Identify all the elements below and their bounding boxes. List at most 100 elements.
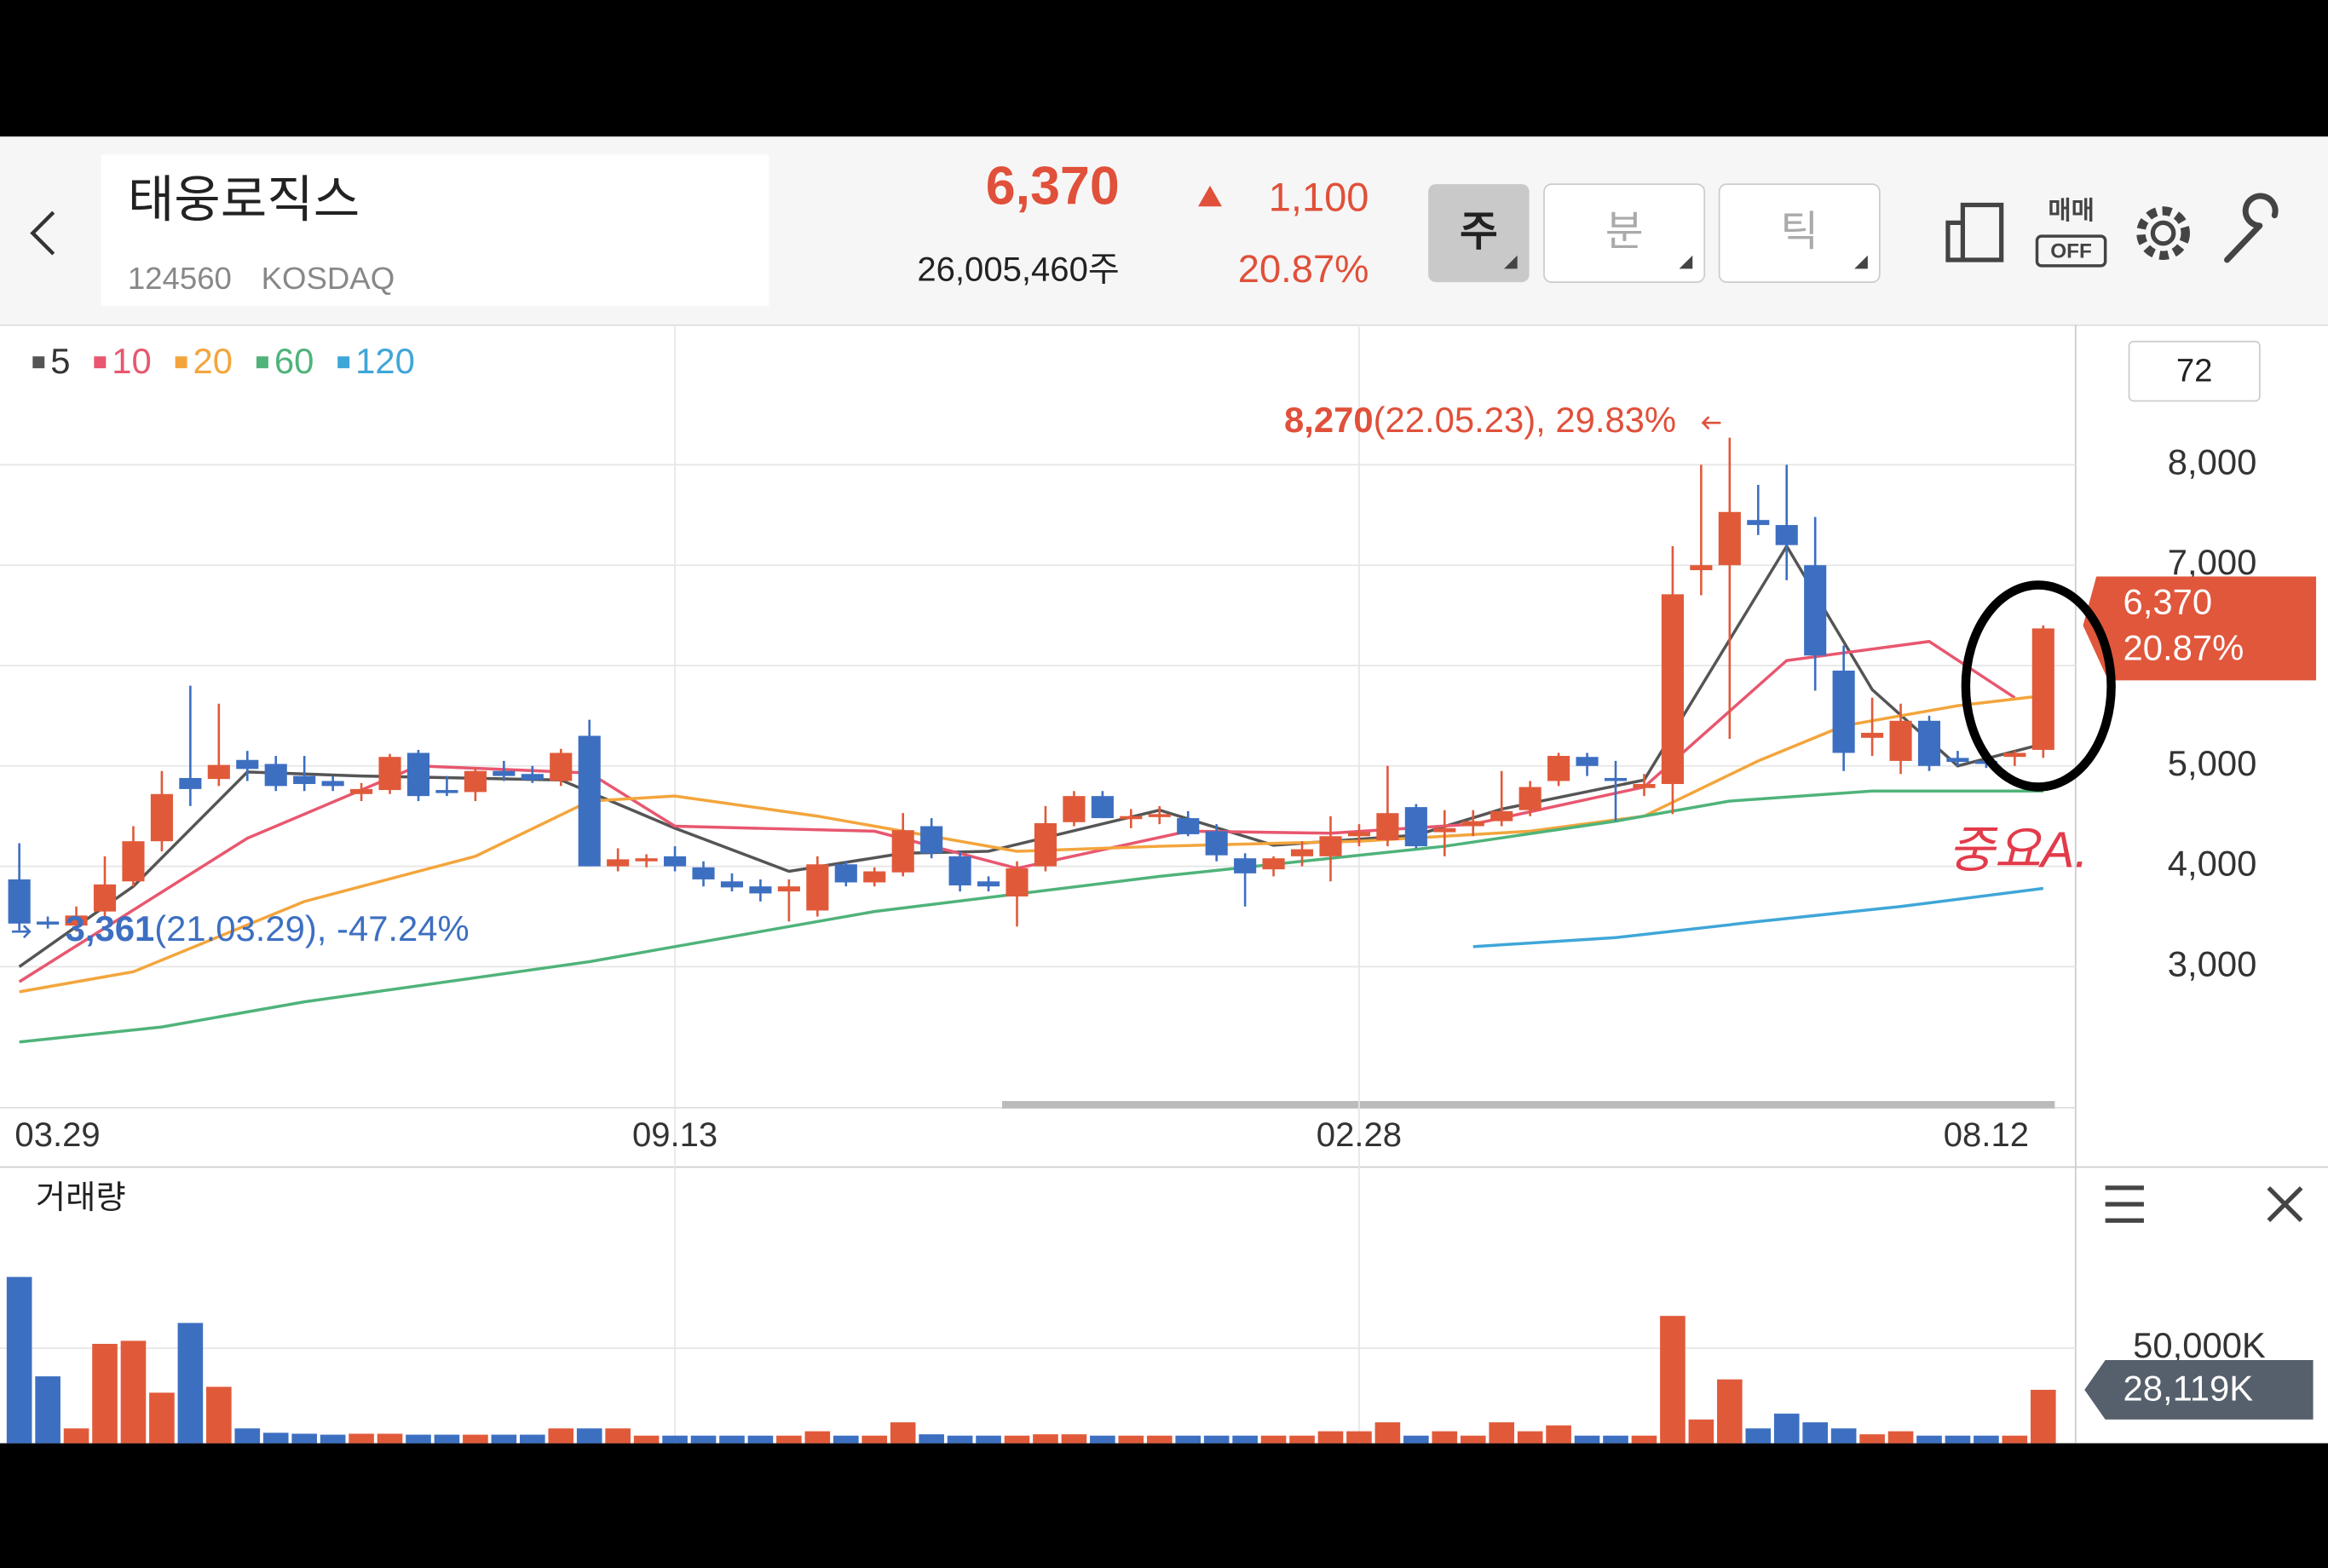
candle-body [863,871,886,883]
volume-bar [833,1435,859,1444]
candle-body [350,788,373,794]
volume-bar [719,1435,745,1444]
candle-body [806,864,829,911]
candle-body [1804,565,1827,656]
candle-body [236,759,259,770]
candle-body [1319,836,1342,856]
volume-bar [976,1435,1001,1444]
up-arrow [1198,185,1222,207]
volume-bar [1374,1422,1401,1444]
legend-swatch [175,356,187,369]
candle-body [635,858,658,862]
volume-bar [1830,1428,1857,1444]
volume-bar [1403,1435,1429,1444]
candle-body [1518,787,1541,810]
tab-label: 주 [1460,209,1498,255]
candle-body [321,781,344,787]
tools-icon[interactable] [2224,193,2279,263]
volume-bar [206,1386,232,1444]
candle-body [293,775,316,785]
handwritten-circle [1961,580,2116,792]
volume-bar [890,1422,916,1444]
volume-bar [1175,1435,1201,1444]
volume-bar [548,1428,574,1444]
volume-bar [804,1431,831,1444]
candle-body [1747,520,1770,526]
volume-bar [633,1435,660,1444]
volume-bar [320,1434,346,1444]
x-tick-label: 03.29 [14,1116,100,1154]
volume-bar [1460,1435,1486,1444]
trade-label: OFF [2050,240,2092,263]
volume-bar [1432,1431,1458,1444]
candle-body [891,830,914,873]
volume-bar [1688,1419,1714,1444]
trade-label: 매매 [2048,197,2094,225]
candle-body [1490,810,1513,821]
close-icon[interactable] [2267,1186,2303,1223]
volume-title: 거래량 [36,1179,126,1216]
volume-bar [92,1343,118,1444]
max-value: 8,270 [1284,400,1374,440]
handwritten-note: 중요A. [1948,821,2089,879]
volume-bar [1317,1431,1344,1444]
candle-body [1234,858,1257,873]
volume-bar [1118,1435,1144,1444]
legend-swatch [94,356,107,369]
change: 1,100 [1269,175,1369,220]
volume-bar [63,1428,89,1444]
volume-bar [1061,1434,1087,1444]
volume-bar [1660,1316,1685,1444]
volume-bar [1717,1379,1743,1444]
candle-body [1262,858,1285,870]
volume-bar [1033,1434,1058,1444]
tab-tick[interactable] [1718,183,1881,283]
tab-minute[interactable] [1543,183,1706,283]
volume-bar [2031,1389,2056,1444]
candle-body [1690,565,1713,571]
y-tick-label: 3,000 [2168,943,2257,983]
candle-body [8,879,31,924]
layout-icon[interactable] [1945,202,2004,262]
period-count: 72 [2176,352,2213,389]
tab-week[interactable] [1428,184,1530,283]
price-tag-rate: 20.87% [2123,628,2244,668]
menu-icon[interactable] [2105,1185,2144,1223]
volume-bar [120,1340,147,1444]
candle-body [1347,832,1371,837]
legend-swatch [32,356,45,369]
candle-body [607,859,630,867]
trade-toggle[interactable] [2035,234,2107,268]
legend-swatch [337,356,350,369]
volume-bar [1546,1425,1571,1444]
candle-body [1034,822,1057,867]
moving-average [1472,886,2044,948]
candle-body [1576,757,1599,766]
candle-body [406,752,430,797]
candle-body [1120,816,1143,820]
volume-bar [776,1435,802,1444]
candle-body [521,774,544,781]
tab-corners [1503,255,1868,269]
volume-bar [6,1277,32,1444]
candle-body [1861,732,1884,738]
candle-body [1006,868,1029,896]
candle-body [435,790,458,793]
x-tick-label: 08.12 [1944,1116,2029,1154]
search-box[interactable] [101,154,769,306]
volume-bar [1603,1435,1628,1444]
candle-body [1148,814,1171,817]
volume-bar [1146,1435,1173,1444]
candle-body [1633,784,1656,788]
candle-body [1604,777,1628,781]
volume-bar [662,1435,688,1444]
back-button[interactable] [30,210,55,256]
candle-body [1661,594,1684,785]
volume-bar [349,1433,374,1444]
period-box[interactable] [2128,340,2261,402]
moving-average [18,543,2044,968]
settings-icon[interactable] [2136,206,2190,260]
x-tick-label: 09.13 [632,1116,717,1154]
